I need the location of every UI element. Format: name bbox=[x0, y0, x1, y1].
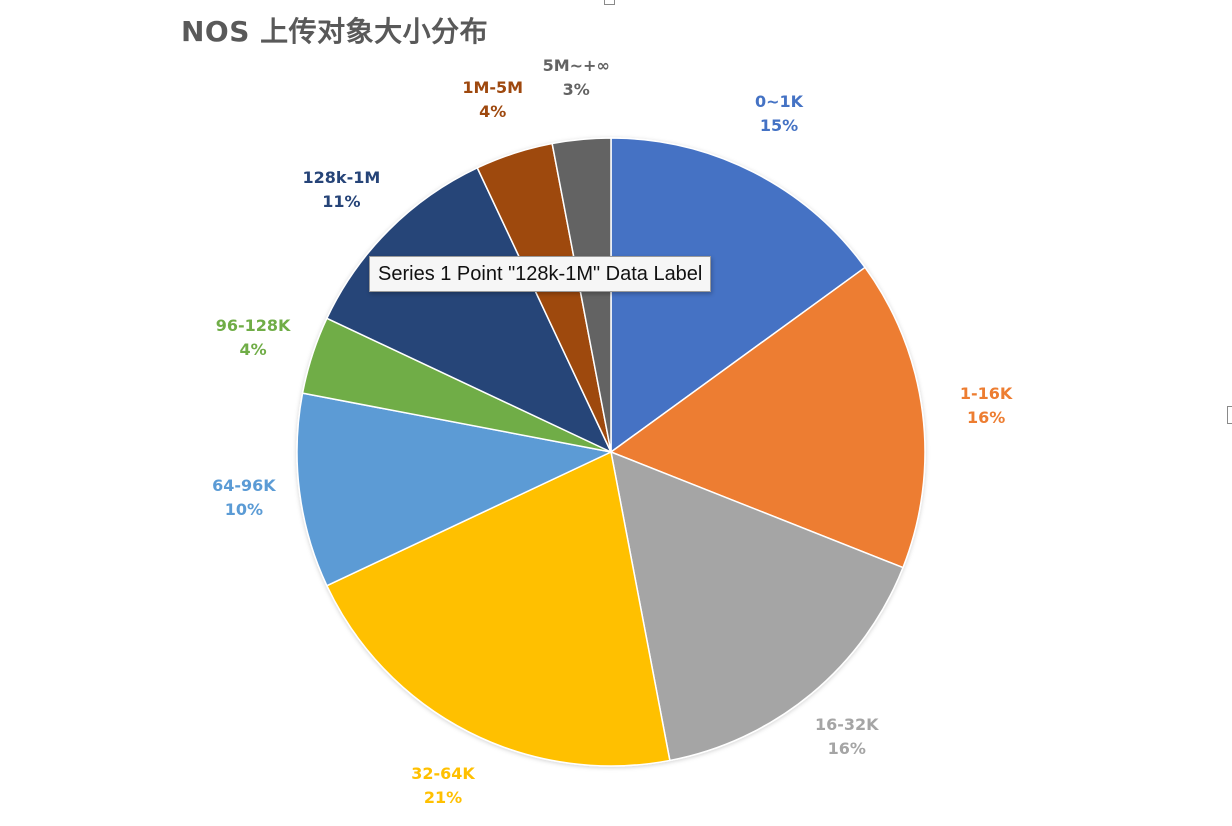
data-label-category: 32-64K bbox=[411, 763, 475, 783]
resize-handle-top[interactable] bbox=[604, 0, 615, 5]
data-label-category: 64-96K bbox=[212, 476, 276, 496]
data-label-percent: 16% bbox=[827, 739, 866, 759]
data-label-percent: 16% bbox=[966, 407, 1006, 427]
chart-title[interactable]: NOS 上传对象大小分布 bbox=[181, 15, 489, 48]
data-label-percent: 4% bbox=[479, 102, 507, 122]
pie-slice-128k-1m[interactable] bbox=[326, 167, 612, 453]
data-label[interactable]: 16-32K 16% bbox=[815, 713, 879, 761]
data-label[interactable]: 5M~+∞ 3% bbox=[543, 54, 610, 102]
data-label-category: 128k-1M bbox=[302, 168, 381, 188]
resize-handle-right[interactable] bbox=[1227, 406, 1232, 424]
data-label-percent: 15% bbox=[759, 116, 799, 136]
data-label-category: 96-128K bbox=[215, 315, 291, 335]
data-label[interactable]: 64-96K 10% bbox=[212, 474, 276, 522]
data-label[interactable]: 1M-5M 4% bbox=[462, 76, 523, 124]
data-label[interactable]: 1-16K 16% bbox=[960, 382, 1012, 430]
data-label-tooltip: Series 1 Point "128k-1M" Data Label bbox=[369, 256, 712, 292]
data-label-percent: 11% bbox=[322, 192, 361, 212]
data-label-percent: 3% bbox=[562, 79, 590, 99]
data-label-category: 0~1K bbox=[754, 92, 804, 112]
data-label[interactable]: 96-128K 4% bbox=[216, 314, 291, 362]
pie-slice-1-16k[interactable] bbox=[610, 266, 926, 569]
pie-slice-64-96k[interactable] bbox=[296, 392, 612, 587]
pie-slice-32-64k[interactable] bbox=[326, 451, 671, 767]
data-label-category: 1M-5M bbox=[462, 78, 524, 98]
data-label-category: 16-32K bbox=[815, 715, 879, 735]
pie-slice-16-32k[interactable] bbox=[610, 451, 904, 762]
data-label-percent: 21% bbox=[423, 787, 463, 807]
data-label-percent: 4% bbox=[239, 339, 267, 359]
data-label[interactable]: 0~1K 15% bbox=[755, 90, 803, 138]
pie-slice-5m-[interactable] bbox=[551, 137, 612, 453]
pie-slice-0-1k[interactable] bbox=[610, 137, 866, 453]
data-label-percent: 10% bbox=[224, 500, 264, 520]
data-label-category: 1-16K bbox=[959, 383, 1013, 403]
data-label-category: 5M~+∞ bbox=[542, 55, 610, 75]
data-label[interactable]: 32-64K 21% bbox=[411, 762, 475, 810]
data-label[interactable]: 128k-1M 11% bbox=[303, 166, 381, 214]
